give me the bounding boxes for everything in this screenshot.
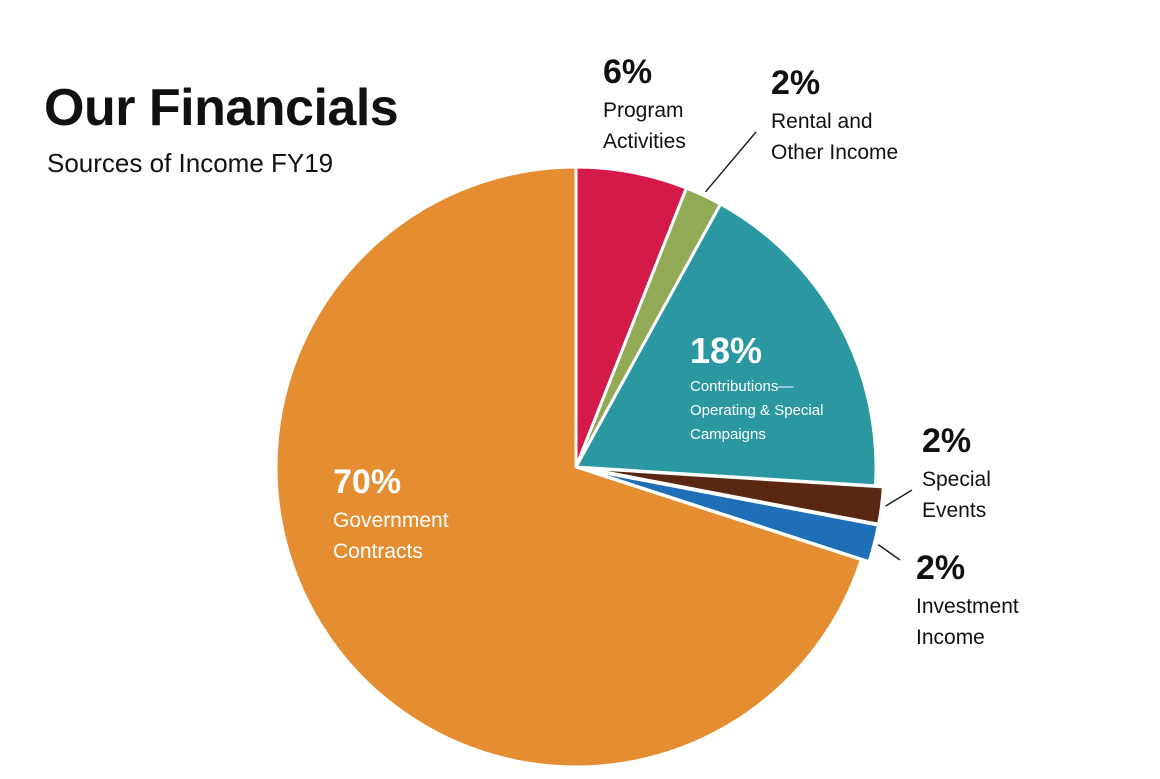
leader-line-special-events — [885, 489, 913, 507]
name-line-1-rental-other-income: Rental and — [771, 110, 873, 133]
name-line-2-government-contracts: Contracts — [333, 540, 423, 563]
name-line-2-special-events: Events — [922, 499, 987, 522]
name-line-1-program-activities: Program — [603, 99, 684, 122]
pct-label-government-contracts: 70% — [333, 463, 402, 501]
pct-label-special-events: 2% — [922, 422, 972, 460]
pct-label-program-activities: 6% — [603, 53, 653, 91]
chart-title: Our Financials — [44, 79, 399, 137]
name-line-2-investment-income: Income — [916, 626, 985, 649]
chart-subtitle: Sources of Income FY19 — [47, 148, 334, 178]
leader-line-rental-other-income — [704, 131, 757, 193]
slice-label-program-activities: 6% Program Activities — [603, 55, 686, 157]
slice-label-contributions: 18% Contributions— Operating & Special C… — [690, 333, 823, 447]
pie-slice-contributions — [574, 202, 878, 488]
slice-label-investment-income: 2% Investment Income — [916, 551, 1019, 653]
name-line-1-special-events: Special — [922, 468, 991, 491]
slice-label-special-events: 2% Special Events — [922, 424, 991, 526]
name-line-3-contributions: Campaigns — [690, 426, 766, 443]
name-line-1-government-contracts: Government — [333, 509, 449, 532]
leader-line-investment-income — [877, 543, 901, 561]
name-line-2-rental-other-income: Other Income — [771, 141, 899, 164]
pct-label-rental-other-income: 2% — [771, 64, 821, 102]
slice-label-rental-other-income: 2% Rental and Other Income — [771, 66, 898, 168]
name-line-2-program-activities: Activities — [603, 130, 686, 153]
slice-label-government-contracts: 70% Government Contracts — [333, 465, 449, 567]
pie-slice-government-contracts — [274, 165, 863, 769]
pct-label-investment-income: 2% — [916, 549, 966, 587]
name-line-2-contributions: Operating & Special — [690, 402, 824, 419]
pct-label-contributions: 18% — [690, 330, 763, 371]
name-line-1-contributions: Contributions— — [690, 378, 794, 395]
name-line-1-investment-income: Investment — [916, 595, 1019, 618]
